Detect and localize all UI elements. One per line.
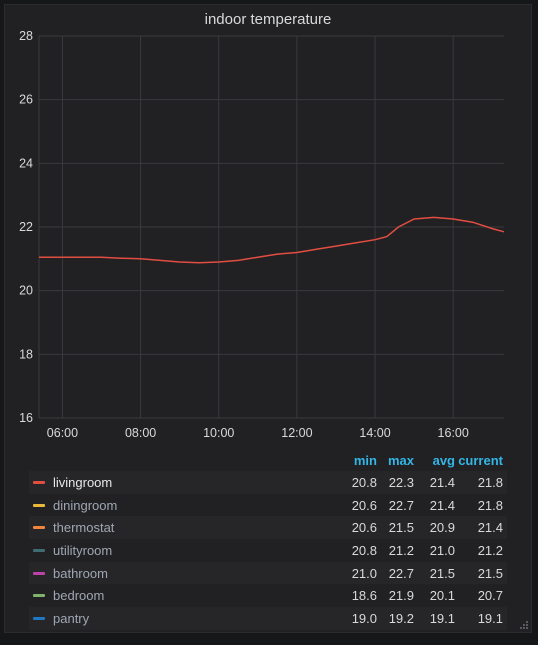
series-lines xyxy=(39,216,505,264)
legend-value-avg: 20.1 xyxy=(429,588,455,604)
legend-header-current[interactable]: current xyxy=(458,452,503,468)
legend-item-utilityroom[interactable]: utilityroom 20.8 21.2 21.0 21.2 xyxy=(29,539,507,562)
legend-table: min max avg current livingroom 20.8 22.3 21… xyxy=(29,449,507,630)
legend-rows: livingroom 20.8 22.3 21.4 21.8 diningroom 20.6… xyxy=(29,471,507,630)
legend-header-max[interactable]: max xyxy=(387,452,414,468)
legend-value-min: 20.6 xyxy=(351,520,377,536)
legend-value-current: 21.2 xyxy=(477,542,503,558)
legend-value-max: 22.7 xyxy=(388,565,414,581)
legend-item-thermostat[interactable]: thermostat 20.6 21.5 20.9 21.4 xyxy=(29,516,507,540)
y-axis: 16 18 20 22 24 26 28 xyxy=(19,29,33,425)
legend-item-diningroom[interactable]: diningroom 20.6 22.7 21.4 21.8 xyxy=(29,494,507,517)
legend-value-max: 22.7 xyxy=(388,497,414,513)
legend-value-max: 19.2 xyxy=(388,610,414,626)
graph-panel: indoor temperature 16 18 20 22 24 26 28 06:00 0… xyxy=(4,4,532,633)
legend-value-avg: 21.4 xyxy=(429,474,455,490)
legend-value-current: 21.4 xyxy=(477,520,503,536)
legend-header-min[interactable]: min xyxy=(353,452,377,468)
panel-title[interactable]: indoor temperature xyxy=(204,11,332,28)
legend-value-max: 21.9 xyxy=(388,588,414,604)
legend-value-avg: 21.0 xyxy=(429,542,455,558)
series-color-swatch[interactable] xyxy=(33,548,45,552)
x-tick-label: 14:00 xyxy=(359,426,390,440)
x-tick-label: 08:00 xyxy=(125,426,156,440)
y-tick-label: 20 xyxy=(19,284,33,298)
line-chart: 16 18 20 22 24 26 28 06:00 08:00 10:00 12:00 14:00… xyxy=(19,29,505,440)
legend-value-avg: 20.9 xyxy=(429,520,455,536)
legend-item-label[interactable]: livingroom xyxy=(53,474,113,490)
x-tick-label: 06:00 xyxy=(47,426,78,440)
series-line-livingroom[interactable] xyxy=(39,216,505,264)
legend-value-current: 21.5 xyxy=(477,565,503,581)
series-color-swatch[interactable] xyxy=(33,503,45,507)
legend-value-avg: 21.4 xyxy=(429,497,455,513)
legend-item-livingroom[interactable]: livingroom 20.8 22.3 21.4 21.8 xyxy=(29,471,507,494)
legend-item-label[interactable]: thermostat xyxy=(53,520,115,536)
y-tick-label: 24 xyxy=(19,156,33,170)
legend-value-max: 21.5 xyxy=(388,520,414,536)
x-tick-label: 12:00 xyxy=(281,426,312,440)
legend-value-min: 19.0 xyxy=(351,610,377,626)
y-tick-label: 16 xyxy=(19,411,33,425)
legend-value-current: 19.1 xyxy=(477,610,503,626)
series-color-swatch[interactable] xyxy=(33,526,45,530)
chart-grid xyxy=(38,35,504,419)
legend-item-label[interactable]: diningroom xyxy=(53,497,118,513)
legend-value-min: 20.8 xyxy=(351,542,377,558)
legend-item-label[interactable]: bathroom xyxy=(53,565,108,581)
legend-value-max: 21.2 xyxy=(388,542,414,558)
y-tick-label: 28 xyxy=(19,29,33,43)
legend-value-min: 21.0 xyxy=(351,565,377,581)
legend-header: min max avg current xyxy=(29,449,507,471)
resize-handle-icon[interactable] xyxy=(518,619,528,629)
series-color-swatch[interactable] xyxy=(33,480,45,484)
x-tick-label: 16:00 xyxy=(438,426,469,440)
legend-value-max: 22.3 xyxy=(388,474,414,490)
legend-item-label[interactable]: pantry xyxy=(53,610,90,626)
legend-value-min: 20.6 xyxy=(351,497,377,513)
legend-value-current: 20.7 xyxy=(477,588,503,604)
series-color-swatch[interactable] xyxy=(33,594,45,598)
legend-item-pantry[interactable]: pantry 19.0 19.2 19.1 19.1 xyxy=(29,607,507,630)
series-color-swatch[interactable] xyxy=(33,616,45,620)
legend-item-bathroom[interactable]: bathroom 21.0 22.7 21.5 21.5 xyxy=(29,561,507,585)
legend-item-label[interactable]: utilityroom xyxy=(53,542,113,558)
legend-header-avg[interactable]: avg xyxy=(432,452,455,468)
legend-value-min: 18.6 xyxy=(351,588,377,604)
legend-value-avg: 19.1 xyxy=(429,610,455,626)
x-axis: 06:00 08:00 10:00 12:00 14:00 16:00 xyxy=(47,426,469,440)
legend-item-label[interactable]: bedroom xyxy=(53,588,105,604)
legend-value-avg: 21.5 xyxy=(429,565,455,581)
x-tick-label: 10:00 xyxy=(203,426,234,440)
y-tick-label: 18 xyxy=(19,347,33,361)
legend-value-min: 20.8 xyxy=(351,474,377,490)
legend-item-bedroom[interactable]: bedroom 18.6 21.9 20.1 20.7 xyxy=(29,584,507,607)
y-tick-label: 22 xyxy=(19,220,33,234)
legend-value-current: 21.8 xyxy=(477,497,503,513)
legend-value-current: 21.8 xyxy=(477,474,503,490)
series-color-swatch[interactable] xyxy=(33,571,45,575)
y-tick-label: 26 xyxy=(19,93,33,107)
